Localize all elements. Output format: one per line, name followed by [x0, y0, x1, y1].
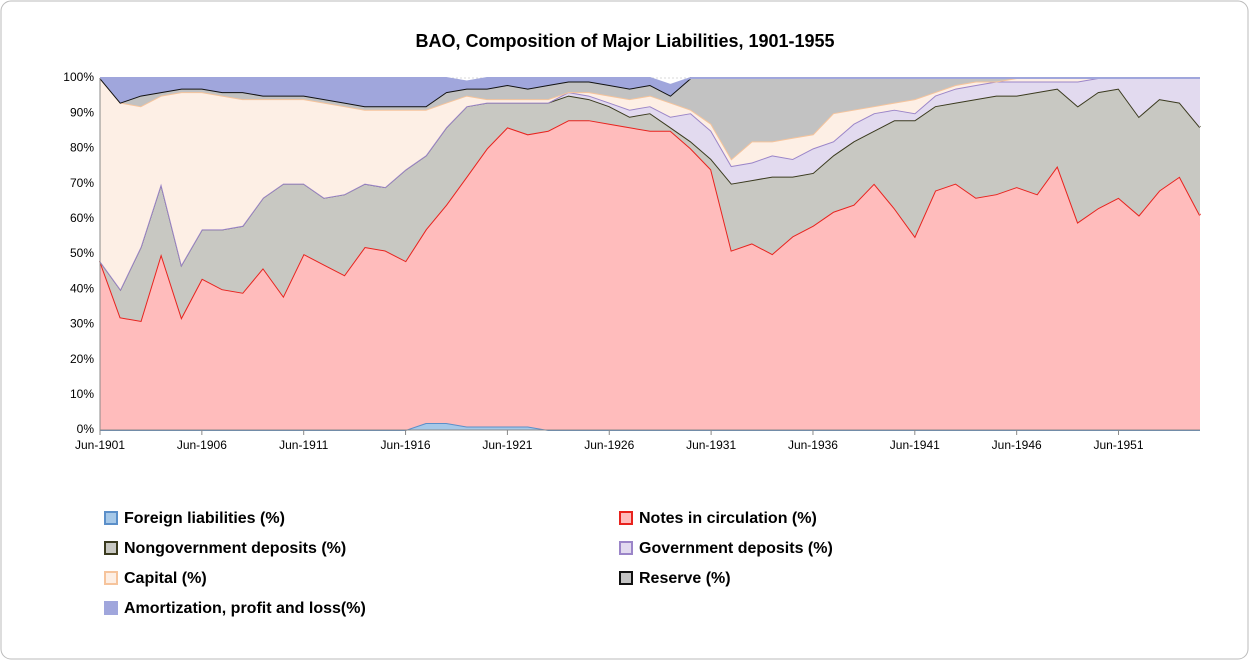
- area-border: [100, 77, 1200, 87]
- x-tick-label: Jun-1911: [279, 438, 328, 452]
- legend-label: Amortization, profit and loss(%): [124, 600, 366, 617]
- legend-label: Foreign liabilities (%): [124, 510, 285, 527]
- legend-swatch: [104, 601, 118, 615]
- x-tick-label: Jun-1926: [584, 438, 634, 452]
- y-tick-label: 70%: [70, 176, 94, 190]
- area: [100, 120, 1200, 430]
- area: [100, 78, 1200, 290]
- y-tick-label: 0%: [77, 422, 95, 436]
- x-tick-label: Jun-1946: [992, 438, 1042, 452]
- legend-swatch: [104, 511, 118, 525]
- x-tick-label: Jun-1901: [75, 438, 125, 452]
- legend-swatch: [104, 541, 118, 555]
- area: [100, 78, 1200, 159]
- y-tick-label: 50%: [70, 246, 94, 260]
- legend-swatch: [619, 511, 633, 525]
- legend-label: Nongovernment deposits (%): [124, 540, 346, 557]
- y-tick-label: 90%: [70, 105, 94, 119]
- x-tick-label: Jun-1941: [890, 438, 940, 452]
- chart-title: BAO, Composition of Major Liabilities, 1…: [415, 31, 834, 51]
- y-tick-label: 80%: [70, 141, 94, 155]
- legend-label: Capital (%): [124, 570, 207, 587]
- legend-swatch: [619, 541, 633, 555]
- legend-swatch: [104, 571, 118, 585]
- x-tick-label: Jun-1936: [788, 438, 838, 452]
- x-tick-label: Jun-1921: [482, 438, 532, 452]
- legend-label: Government deposits (%): [639, 540, 833, 557]
- x-tick-label: Jun-1931: [686, 438, 736, 452]
- x-tick-label: Jun-1916: [381, 438, 431, 452]
- area: [100, 78, 1200, 107]
- x-tick-label: Jun-1906: [177, 438, 227, 452]
- legend-label: Notes in circulation (%): [639, 510, 817, 527]
- y-tick-label: 30%: [70, 317, 94, 331]
- y-tick-label: 40%: [70, 281, 94, 295]
- y-tick-label: 20%: [70, 352, 94, 366]
- y-tick-label: 100%: [63, 70, 94, 84]
- y-tick-label: 10%: [70, 387, 94, 401]
- x-tick-label: Jun-1951: [1093, 438, 1143, 452]
- legend-swatch: [619, 571, 633, 585]
- y-tick-label: 60%: [70, 211, 94, 225]
- legend-label: Reserve (%): [639, 570, 731, 587]
- area: [100, 88, 1200, 321]
